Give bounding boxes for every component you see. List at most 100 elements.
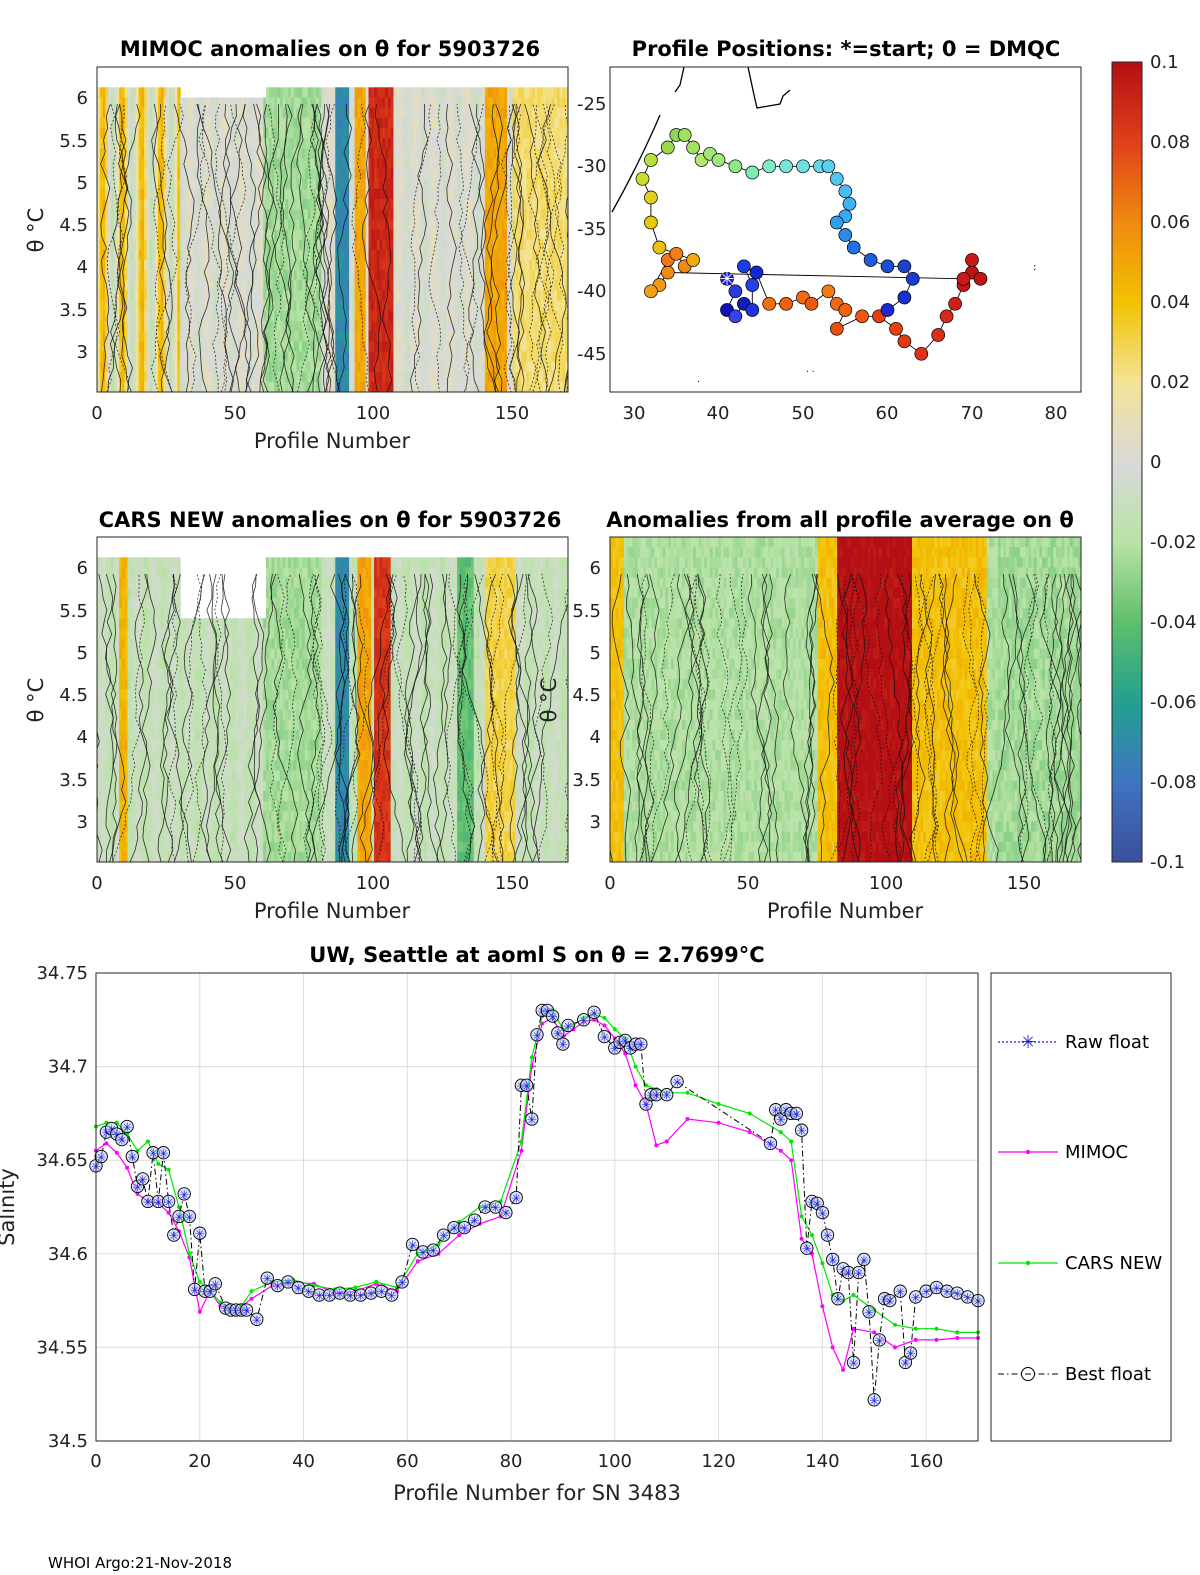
heatmap-cell <box>207 158 212 170</box>
heatmap-cell <box>216 97 220 109</box>
heatmap-cell <box>376 270 381 281</box>
heatmap-cell <box>512 371 516 383</box>
heatmap-cell <box>257 371 262 383</box>
heatmap-cell <box>133 341 137 352</box>
heatmap-cell <box>512 87 516 99</box>
heatmap-cell <box>191 219 195 231</box>
heatmap-cell <box>468 127 472 139</box>
heatmap-cell <box>266 290 270 302</box>
heatmap-cell <box>490 351 494 363</box>
heatmap-cell <box>507 310 511 322</box>
heatmap-cell <box>171 148 176 160</box>
heatmap-cell <box>376 97 381 109</box>
heatmap-cell <box>193 127 198 139</box>
heatmap-cell <box>285 148 289 160</box>
heatmap-cell <box>365 351 370 363</box>
heatmap-cell <box>188 117 192 129</box>
heatmap-cell <box>166 270 170 281</box>
heatmap-cell <box>479 259 483 271</box>
heatmap-cell <box>559 239 564 251</box>
heatmap-cell <box>263 320 267 332</box>
heatmap-cell <box>210 310 214 322</box>
heatmap-cell <box>507 371 511 383</box>
heatmap-cell <box>534 219 539 231</box>
heatmap-cell <box>556 381 561 392</box>
heatmap-cell <box>216 127 220 139</box>
heatmap-cell <box>102 371 106 383</box>
heatmap-cell <box>448 300 453 312</box>
heatmap-cell <box>551 361 555 373</box>
heatmap-cell <box>440 138 444 149</box>
heatmap-cell <box>293 127 298 139</box>
heatmap-cell <box>307 331 311 342</box>
heatmap-cell <box>224 219 228 231</box>
heatmap-cell <box>423 270 428 281</box>
heatmap-cell <box>410 300 414 312</box>
heatmap-cell <box>338 320 342 332</box>
heatmap-cell <box>105 188 109 200</box>
heatmap-cell <box>207 168 212 180</box>
heatmap-cell <box>141 107 145 119</box>
heatmap-cell <box>440 117 444 129</box>
heatmap-cell <box>105 199 109 210</box>
heatmap-cell <box>205 361 209 373</box>
heatmap-cell <box>174 331 178 342</box>
heatmap-cell <box>307 280 311 292</box>
heatmap-cell <box>279 280 284 292</box>
heatmap-cell <box>254 199 259 210</box>
heatmap-cell <box>520 341 525 352</box>
heatmap-cell <box>254 239 259 251</box>
heatmap-cell <box>279 290 284 302</box>
heatmap-cell <box>357 188 361 200</box>
heatmap-cell <box>102 199 106 210</box>
heatmap-cell <box>393 138 397 149</box>
heatmap-cell <box>249 117 253 129</box>
heatmap-cell <box>401 127 406 139</box>
heatmap-cell <box>174 351 178 363</box>
heatmap-cell <box>537 168 541 180</box>
heatmap-cell <box>362 341 367 352</box>
heatmap-cell <box>468 219 472 231</box>
heatmap-cell <box>437 381 442 392</box>
heatmap-cell <box>548 351 552 363</box>
heatmap-cell <box>180 239 184 251</box>
heatmap-cell <box>482 127 486 139</box>
heatmap-cell <box>349 178 353 190</box>
heatmap-cell <box>540 219 544 231</box>
heatmap-cell <box>277 148 281 160</box>
heatmap-cell <box>423 178 428 190</box>
heatmap-cell <box>315 188 320 200</box>
heatmap-cell <box>241 209 245 220</box>
heatmap-cell <box>304 107 309 119</box>
heatmap-cell <box>482 249 486 261</box>
heatmap-cell <box>401 199 406 210</box>
heatmap-cell <box>99 188 104 200</box>
heatmap-cell <box>493 381 497 392</box>
heatmap-cell <box>155 310 159 322</box>
heatmap-cell <box>246 229 250 241</box>
heatmap-cell <box>459 341 464 352</box>
heatmap-cell <box>435 188 439 200</box>
heatmap-cell <box>418 138 422 149</box>
heatmap-cell <box>202 300 206 312</box>
heatmap-cell <box>471 158 475 170</box>
heatmap-cell <box>523 239 528 251</box>
heatmap-cell <box>357 209 361 220</box>
heatmap-cell <box>193 188 198 200</box>
heatmap-cell <box>216 117 220 129</box>
heatmap-cell <box>182 188 187 200</box>
heatmap-cell <box>288 219 292 231</box>
heatmap-cell <box>263 280 267 292</box>
heatmap-cell <box>121 239 126 251</box>
heatmap-cell <box>559 188 564 200</box>
heatmap-cell <box>540 320 544 332</box>
heatmap-cell <box>127 127 131 139</box>
heatmap-cell <box>324 300 328 312</box>
heatmap-cell <box>124 381 129 392</box>
heatmap-cell <box>254 219 259 231</box>
heatmap-cell <box>435 280 439 292</box>
heatmap-cell <box>365 280 370 292</box>
heatmap-cell <box>340 87 345 99</box>
heatmap-cell <box>448 310 453 322</box>
heatmap-cell <box>160 310 165 322</box>
